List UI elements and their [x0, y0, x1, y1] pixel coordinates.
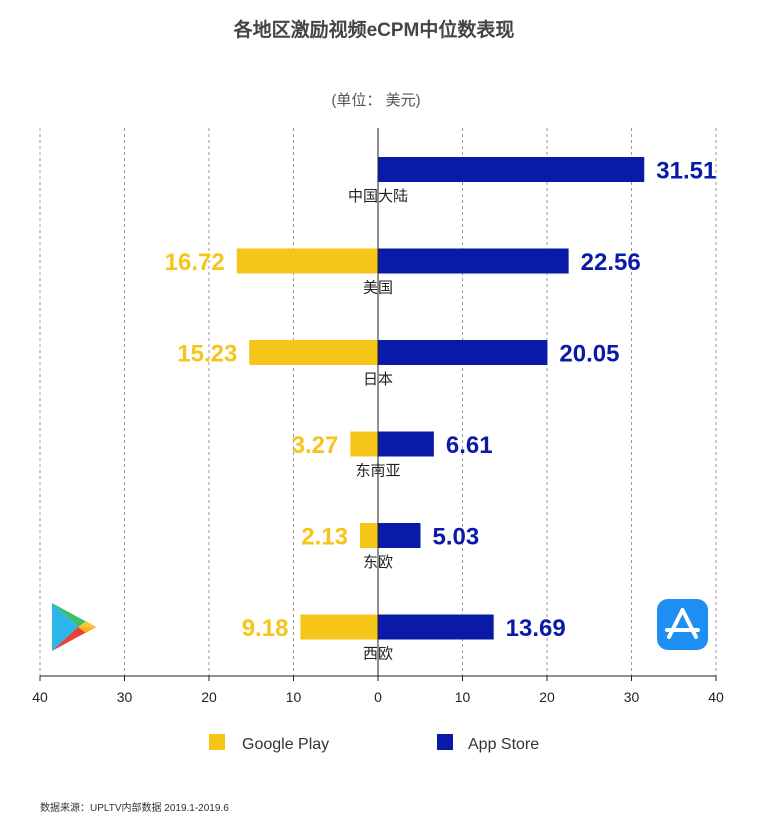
legend: Google Play App Store	[209, 734, 539, 753]
unit-label: (单位： 美元)	[331, 92, 420, 109]
value-label-app-store: 6.61	[446, 432, 493, 459]
bar-app-store	[378, 523, 421, 548]
value-label-app-store: 22.56	[581, 249, 641, 276]
legend-swatch-app-store	[437, 734, 453, 750]
bar-app-store	[378, 157, 645, 182]
x-tick-label: 30	[624, 689, 640, 705]
value-label-google-play: 9.18	[242, 615, 289, 642]
legend-swatch-google-play	[209, 734, 225, 750]
x-tick-label: 10	[286, 689, 302, 705]
value-label-google-play: 16.72	[165, 249, 225, 276]
x-tick-label: 20	[201, 689, 217, 705]
x-axis: 40 30 20 10 0 10 20 30 40	[32, 128, 724, 705]
x-tick-label: 0	[374, 689, 382, 705]
value-label-google-play: 3.27	[292, 432, 339, 459]
value-label-app-store: 13.69	[506, 615, 566, 642]
value-label-app-store: 20.05	[559, 341, 619, 368]
value-labels: 31.51 22.56 16.72 20.05 15.23 6.61 3.27 5.03 2.1…	[165, 158, 717, 643]
grid	[39, 128, 717, 676]
x-tick-label: 40	[32, 689, 48, 705]
value-label-google-play: 15.23	[177, 341, 237, 368]
legend-label-google-play: Google Play	[242, 736, 329, 753]
legend-label-app-store: App Store	[468, 736, 539, 753]
bar-google-play	[350, 431, 378, 457]
x-tick-label: 10	[455, 689, 471, 705]
bar-google-play	[249, 340, 378, 365]
bar-google-play	[236, 248, 378, 274]
bar-app-store	[378, 248, 569, 274]
source-note: 数据来源：UPLTV内部数据 2019.1-2019.6	[40, 801, 229, 814]
bar-google-play	[360, 523, 378, 548]
value-label-app-store: 31.51	[656, 158, 716, 185]
bar-google-play	[300, 614, 378, 640]
x-tick-label: 20	[539, 689, 555, 705]
chart-title: 各地区激励视频eCPM中位数表现	[233, 18, 515, 41]
bar-app-store	[378, 614, 494, 640]
x-tick-label: 30	[117, 689, 133, 705]
bars	[236, 157, 645, 640]
app-store-icon	[657, 599, 708, 650]
value-label-app-store: 5.03	[433, 524, 480, 551]
value-label-google-play: 2.13	[301, 524, 348, 551]
google-play-icon	[52, 603, 96, 651]
bar-app-store	[378, 431, 434, 457]
x-tick-label: 40	[708, 689, 724, 705]
bar-app-store	[378, 340, 548, 365]
